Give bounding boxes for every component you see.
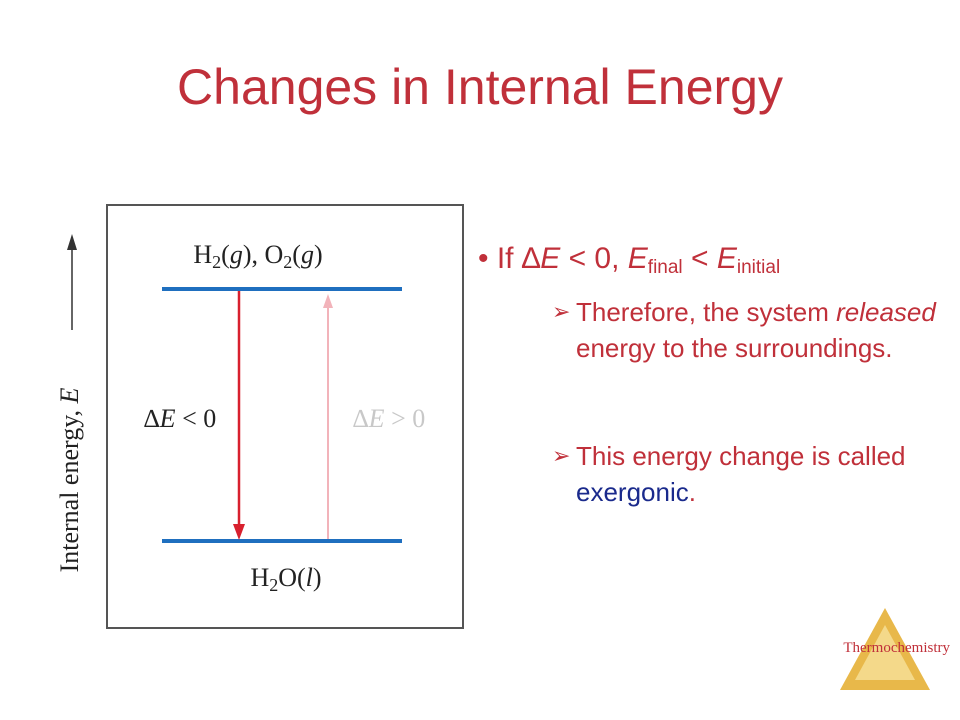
text: < 0 bbox=[176, 404, 217, 433]
text: g bbox=[230, 240, 243, 269]
text: E bbox=[716, 242, 737, 275]
title: Changes in Internal Energy bbox=[177, 59, 783, 115]
text: ∆ bbox=[521, 242, 541, 275]
text: This energy change is called bbox=[576, 441, 906, 471]
text: energy to the surroundings. bbox=[576, 333, 893, 363]
text: O( bbox=[278, 563, 305, 592]
text: exergonic bbox=[576, 477, 689, 507]
frame bbox=[106, 204, 464, 629]
up-label: ∆E > 0 bbox=[353, 404, 425, 433]
text: E bbox=[540, 242, 561, 275]
text: ∆ bbox=[353, 404, 369, 433]
text: ), O bbox=[243, 240, 283, 269]
text: If bbox=[496, 242, 522, 275]
y-axis-label: Internal energy, E bbox=[55, 387, 84, 572]
logo-inner bbox=[855, 625, 915, 680]
down-label: ∆E < 0 bbox=[144, 404, 216, 433]
text: H bbox=[193, 240, 212, 269]
text: < 0, bbox=[560, 242, 628, 275]
text: 2 bbox=[283, 252, 292, 272]
text: H bbox=[250, 563, 269, 592]
text: ( bbox=[292, 240, 301, 269]
bullet: • If ∆E < 0, Efinal < Einitial bbox=[478, 242, 781, 278]
text: ) bbox=[314, 240, 323, 269]
text: Internal energy, bbox=[55, 403, 84, 572]
arrowhead bbox=[323, 294, 333, 308]
text: E bbox=[159, 404, 176, 433]
arrowhead bbox=[233, 524, 245, 540]
text: < bbox=[682, 242, 717, 275]
text: E bbox=[55, 387, 84, 404]
text: . bbox=[688, 477, 696, 507]
text: final bbox=[647, 257, 683, 278]
text: g bbox=[301, 240, 314, 269]
top-level-label: H2(g), O2(g) bbox=[193, 240, 322, 272]
text: E bbox=[368, 404, 385, 433]
sub-item: Therefore, the system released energy to… bbox=[552, 294, 960, 366]
sub-item: This energy change is called exergonic. bbox=[552, 438, 960, 510]
text: ( bbox=[221, 240, 230, 269]
bottom-level-label: H2O(l) bbox=[250, 563, 321, 595]
text: > 0 bbox=[385, 404, 426, 433]
text: E bbox=[627, 242, 648, 275]
text: released bbox=[836, 297, 936, 327]
text: 2 bbox=[269, 575, 278, 595]
text: l bbox=[306, 563, 313, 592]
text: ∆ bbox=[144, 404, 160, 433]
footer: Thermochemistry bbox=[843, 640, 950, 656]
text: Therefore, the system bbox=[576, 297, 837, 327]
text: initial bbox=[736, 257, 781, 278]
text: ) bbox=[313, 563, 322, 592]
text: 2 bbox=[212, 252, 221, 272]
arrowhead bbox=[67, 234, 77, 250]
